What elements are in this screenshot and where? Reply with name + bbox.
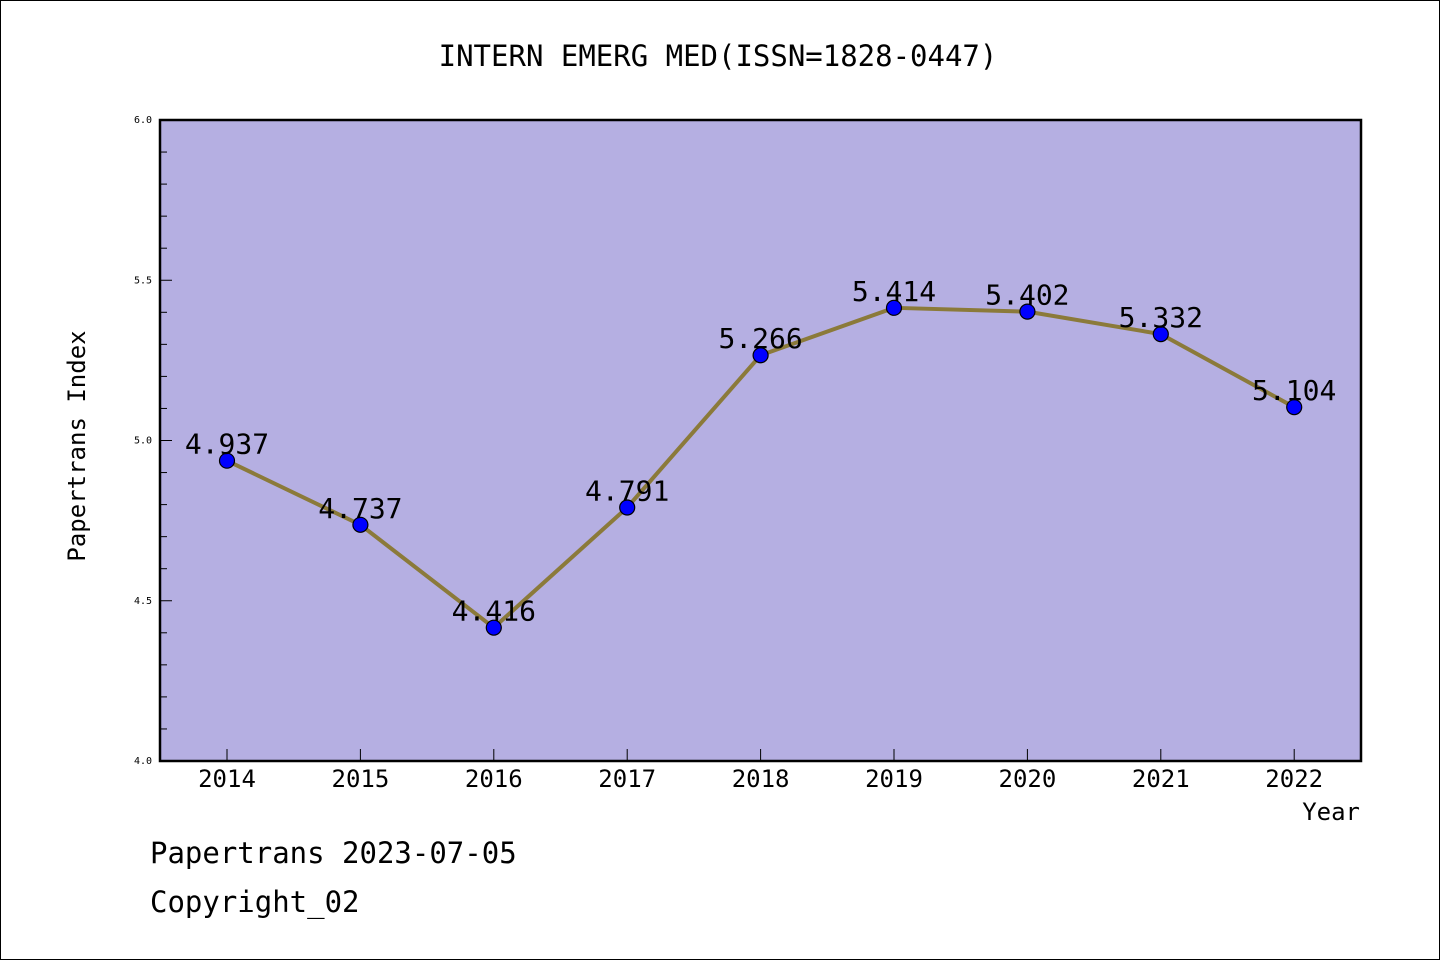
y-axis-label: Papertrans Index <box>63 330 91 561</box>
footer-copyright: Copyright_02 <box>150 885 360 919</box>
data-point <box>1286 399 1303 416</box>
series-index: 4.937 4.737 4.416 4.791 5.266 5.414 5.402 5.332… <box>185 275 1336 636</box>
x-tick-label: 2020 <box>999 765 1057 793</box>
data-label: 4.737 <box>318 492 402 525</box>
data-label: 5.414 <box>852 275 936 308</box>
footer-date: Papertrans 2023-07-05 <box>150 836 517 870</box>
data-point <box>885 299 903 316</box>
data-point <box>1019 303 1036 320</box>
data-point <box>485 619 502 636</box>
y-tick-label: 4.5 <box>134 596 152 607</box>
data-point <box>352 516 369 533</box>
data-point <box>218 452 236 469</box>
data-label: 5.104 <box>1252 374 1336 407</box>
data-label: 5.266 <box>718 322 802 355</box>
data-label: 4.416 <box>452 595 536 628</box>
x-tick-label: 2019 <box>865 765 923 793</box>
x-tick-label: 2018 <box>732 765 790 793</box>
data-point <box>752 347 769 364</box>
x-tick-label: 2016 <box>465 765 523 793</box>
data-point <box>1152 325 1169 343</box>
data-point <box>619 499 636 516</box>
data-label: 5.402 <box>985 279 1069 312</box>
x-tick-label: 2014 <box>198 765 256 793</box>
y-tick-label: 5.0 <box>134 436 152 447</box>
y-axis-ticks: 4.0 4.5 5.0 5.5 6.0 <box>134 115 172 767</box>
chart-title: INTERN EMERG MED(ISSN=1828-0447) <box>439 39 998 73</box>
data-label: 4.791 <box>585 474 669 507</box>
x-tick-label: 2021 <box>1132 765 1190 793</box>
plot-area <box>158 118 1363 763</box>
x-tick-label: 2015 <box>332 765 390 793</box>
x-tick-label: 2022 <box>1265 765 1323 793</box>
data-label: 4.937 <box>185 428 269 461</box>
data-label: 5.332 <box>1119 301 1203 334</box>
y-tick-label: 4.0 <box>134 756 152 767</box>
y-tick-label: 6.0 <box>134 115 152 126</box>
y-tick-label: 5.5 <box>134 275 152 286</box>
x-axis-label: Year <box>1302 798 1360 826</box>
x-axis-ticks: 2014 2015 2016 2017 2018 2019 2020 2021 2022 <box>198 749 1323 793</box>
x-tick-label: 2017 <box>598 765 656 793</box>
